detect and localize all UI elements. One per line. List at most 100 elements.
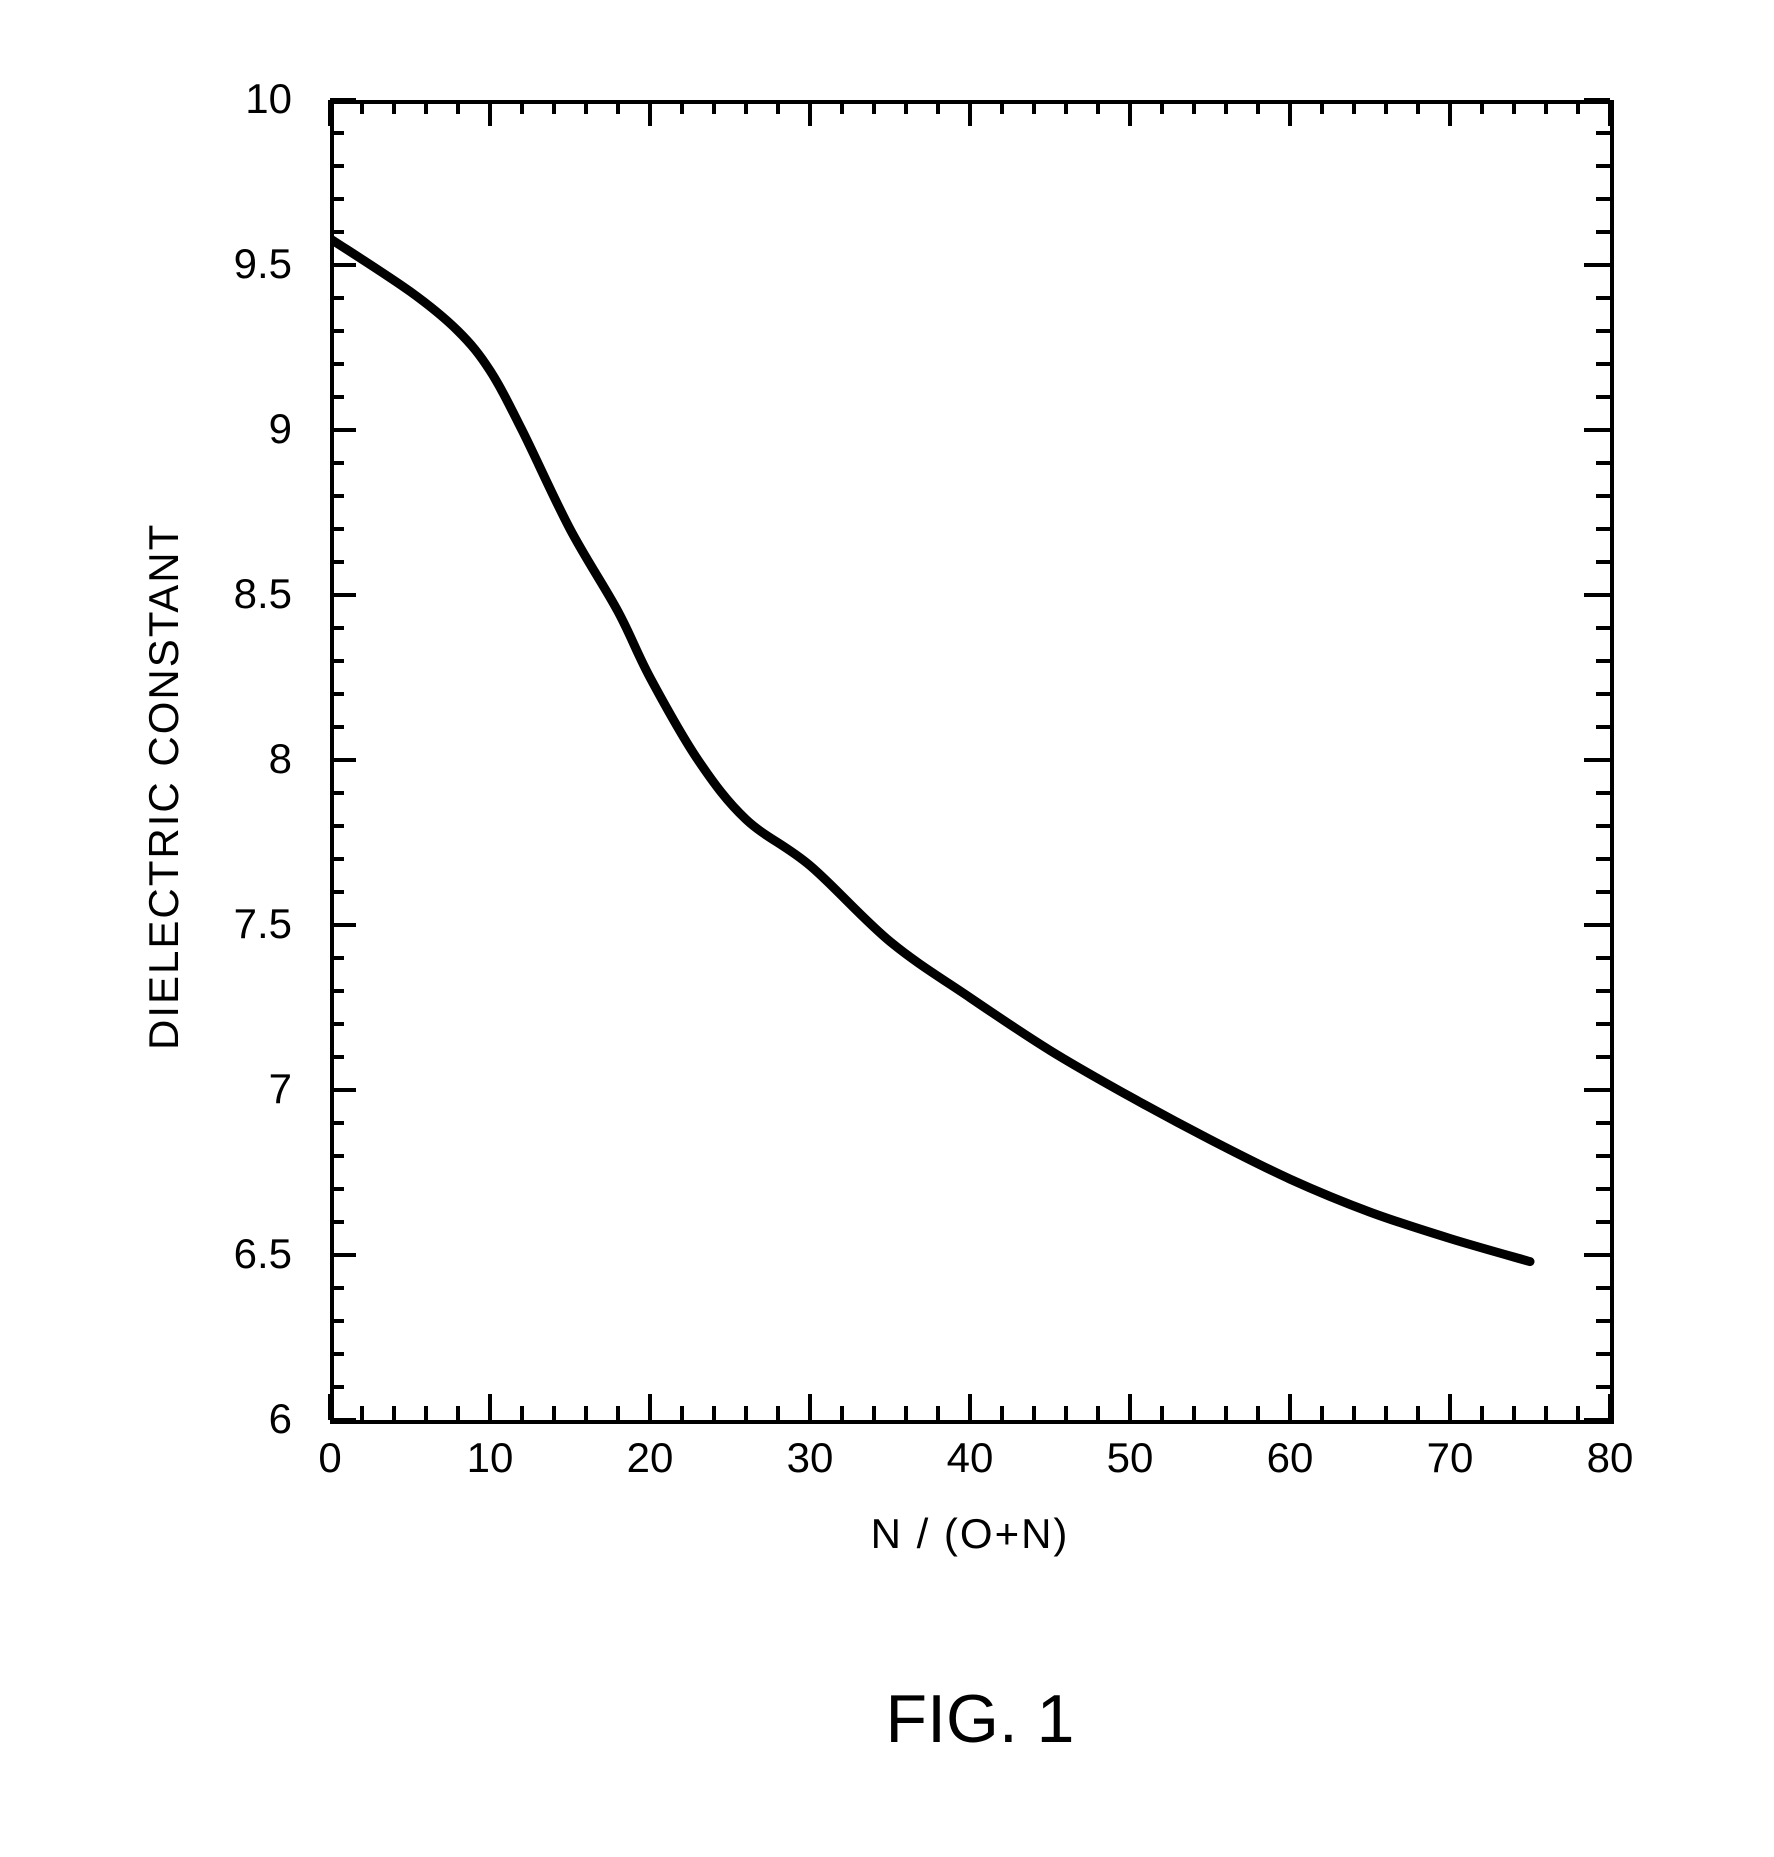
tick-mark [1224,1406,1228,1420]
tick-mark [1608,1394,1612,1420]
tick-mark [330,197,344,201]
tick-mark [1224,100,1228,114]
tick-mark [392,100,396,114]
tick-label: 9 [172,405,292,453]
tick-mark [1584,428,1610,432]
tick-mark [1596,890,1610,894]
tick-mark [904,1406,908,1420]
tick-mark [1192,1406,1196,1420]
tick-mark [330,659,344,663]
tick-mark [330,1121,344,1125]
tick-mark [330,164,344,168]
tick-mark [330,527,344,531]
tick-mark [840,100,844,114]
tick-mark [1596,1286,1610,1290]
figure-page: 0102030405060708066.577.588.599.510 DIEL… [0,0,1774,1857]
tick-label: 70 [1390,1434,1510,1482]
tick-mark [1128,1394,1132,1420]
tick-mark [1596,131,1610,135]
tick-mark [1596,1187,1610,1191]
tick-label: 9.5 [172,240,292,288]
tick-mark [330,857,344,861]
tick-mark [1596,230,1610,234]
tick-label: 7.5 [172,900,292,948]
tick-mark [330,98,356,102]
tick-mark [1596,362,1610,366]
tick-mark [330,131,344,135]
tick-label: 80 [1550,1434,1670,1482]
tick-mark [330,1352,344,1356]
tick-mark [360,100,364,114]
tick-mark [1256,1406,1260,1420]
tick-mark [1480,100,1484,114]
series-line [330,239,1530,1262]
tick-mark [1384,1406,1388,1420]
tick-mark [330,593,356,597]
tick-mark [330,1022,344,1026]
tick-mark [936,100,940,114]
tick-label: 8 [172,735,292,783]
tick-mark [872,100,876,114]
tick-mark [776,100,780,114]
tick-mark [330,1418,356,1422]
tick-mark [680,100,684,114]
tick-mark [680,1406,684,1420]
tick-mark [456,1406,460,1420]
tick-mark [330,692,344,696]
tick-mark [1032,100,1036,114]
tick-mark [330,989,344,993]
tick-mark [1544,1406,1548,1420]
tick-mark [1596,164,1610,168]
tick-mark [1596,395,1610,399]
tick-mark [968,1394,972,1420]
tick-mark [1596,329,1610,333]
tick-mark [1448,1394,1452,1420]
tick-mark [330,362,344,366]
tick-mark [330,329,344,333]
tick-mark [1064,100,1068,114]
tick-mark [330,428,356,432]
tick-mark [1512,1406,1516,1420]
tick-mark [616,100,620,114]
tick-mark [616,1406,620,1420]
tick-mark [1596,1154,1610,1158]
tick-mark [330,1286,344,1290]
tick-mark [1596,296,1610,300]
tick-mark [1596,461,1610,465]
tick-mark [1160,100,1164,114]
tick-mark [1128,100,1132,126]
tick-mark [330,890,344,894]
tick-mark [330,791,344,795]
tick-mark [1448,100,1452,126]
tick-mark [1000,100,1004,114]
tick-mark [328,100,332,126]
tick-mark [330,725,344,729]
tick-mark [330,263,356,267]
tick-mark [1596,1121,1610,1125]
tick-mark [1288,1394,1292,1420]
tick-mark [330,296,344,300]
tick-label: 20 [590,1434,710,1482]
tick-mark [1584,1088,1610,1092]
tick-mark [1596,560,1610,564]
tick-mark [330,560,344,564]
tick-mark [872,1406,876,1420]
tick-mark [330,956,344,960]
tick-mark [1596,692,1610,696]
tick-mark [424,100,428,114]
tick-mark [1416,1406,1420,1420]
tick-mark [330,1253,356,1257]
tick-mark [330,1154,344,1158]
tick-mark [330,395,344,399]
tick-mark [1096,1406,1100,1420]
tick-mark [1596,824,1610,828]
tick-mark [808,1394,812,1420]
tick-mark [1288,100,1292,126]
tick-mark [1584,593,1610,597]
tick-mark [776,1406,780,1420]
tick-mark [330,230,344,234]
tick-mark [1608,100,1612,126]
tick-mark [648,1394,652,1420]
tick-mark [1596,197,1610,201]
tick-label: 60 [1230,1434,1350,1482]
